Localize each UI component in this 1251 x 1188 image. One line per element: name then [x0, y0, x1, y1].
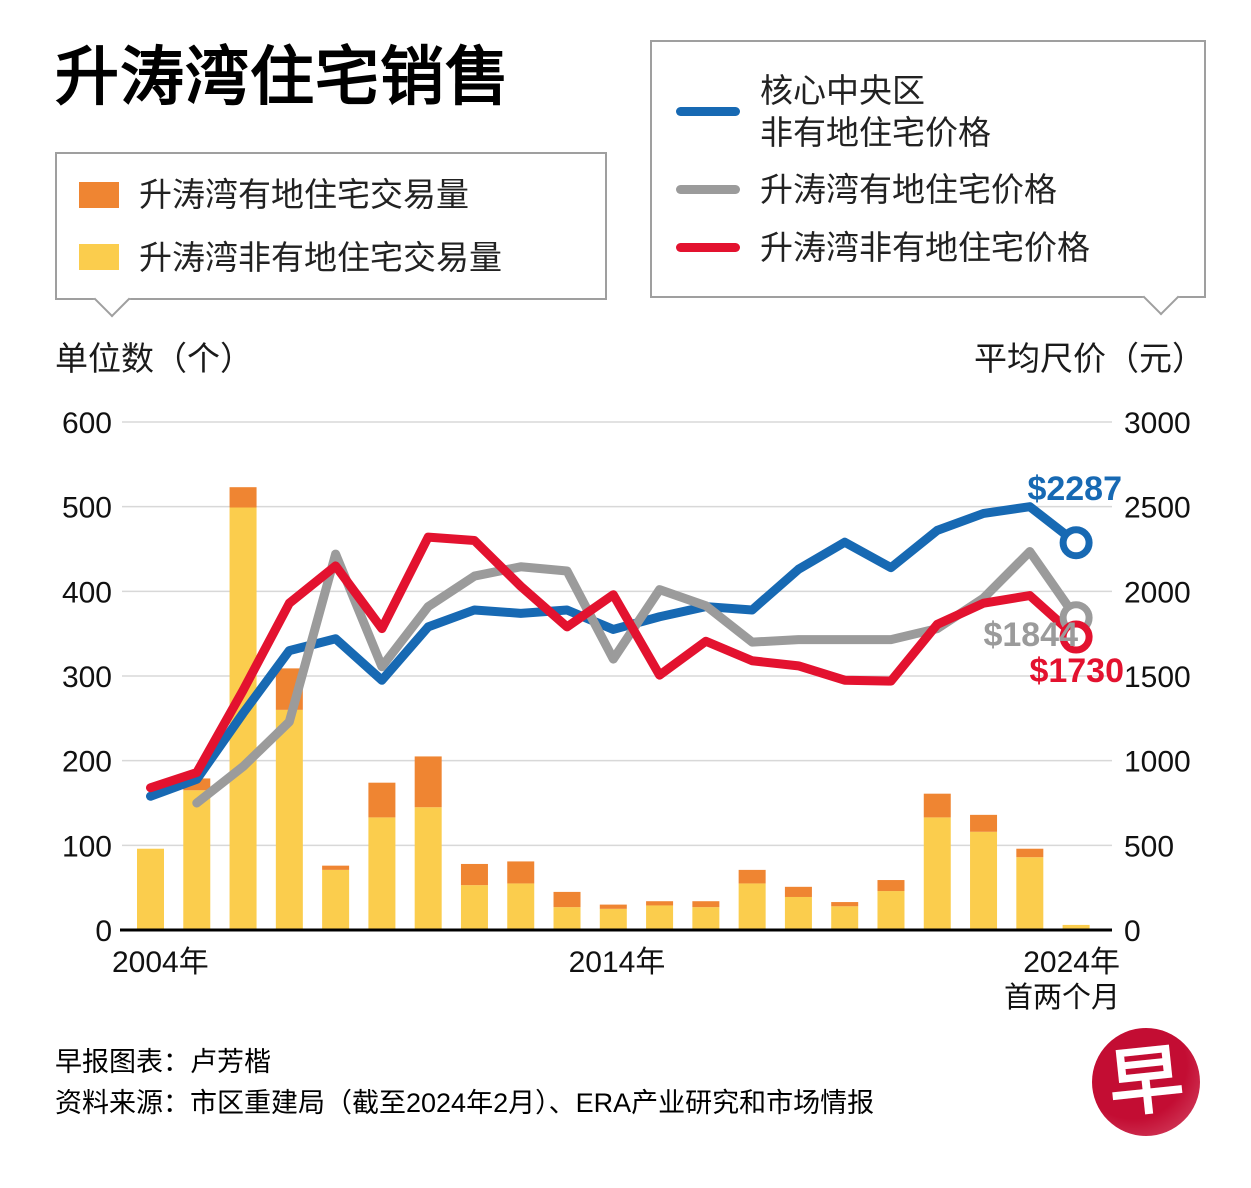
zaobao-logo: 早	[1092, 1028, 1200, 1136]
y-tick-left: 100	[62, 830, 112, 863]
x-tick-0: 2004年	[112, 946, 209, 979]
page-title: 升涛湾住宅销售	[55, 41, 510, 113]
legend-line-series: 核心中央区 非有地住宅价格 升涛湾有地住宅价格 升涛湾非有地住宅价格	[650, 40, 1206, 316]
y-tick-right: 500	[1124, 830, 1174, 863]
bar-landed-2013	[553, 891, 581, 908]
bar-landed-2006	[229, 487, 257, 508]
bar-nonlanded-2024年首两个月	[1062, 924, 1090, 930]
footer: 早报图表：卢芳楷 资料来源：市区重建局（截至2024年2月）、ERA产业研究和市…	[55, 1042, 874, 1124]
legend-item-label: 升涛湾非有地住宅价格	[760, 228, 1090, 266]
y-tick-left: 500	[62, 492, 112, 525]
y-tick-left: 0	[95, 915, 112, 948]
y-tick-left: 600	[62, 407, 112, 440]
y-tick-right: 3000	[1124, 407, 1191, 440]
bar-nonlanded-2018	[784, 896, 812, 930]
legend-bar-series: 升涛湾有地住宅交易量 升涛湾非有地住宅交易量	[55, 152, 607, 318]
bar-nonlanded-2016	[692, 907, 720, 930]
ccr-price-line-swatch	[676, 107, 740, 116]
bar-landed-2022	[970, 814, 998, 832]
y-tick-left: 200	[62, 746, 112, 779]
bar-nonlanded-2009	[368, 817, 396, 930]
y-tick-right: 2000	[1124, 576, 1191, 609]
bar-landed-2005	[183, 778, 211, 791]
left-axis-title: 单位数（个）	[55, 340, 253, 377]
bar-landed-2011	[460, 863, 488, 886]
zaobao-logo-glyph: 早	[1104, 1036, 1188, 1127]
bar-landed-2009	[368, 782, 396, 818]
y-tick-left: 400	[62, 576, 112, 609]
bar-landed-2023	[1016, 848, 1044, 858]
landed-price-line-swatch	[676, 185, 740, 195]
bar-nonlanded-2015	[646, 905, 674, 930]
price-annotation-0: $2287	[1027, 470, 1122, 508]
end-marker-nonlanded_price	[1059, 620, 1093, 654]
bar-landed-2021	[923, 793, 951, 818]
legend-item-label: 升涛湾有地住宅交易量	[139, 176, 469, 213]
bar-nonlanded-2023	[1016, 857, 1044, 930]
right-axis-title: 平均尺价（元）	[974, 340, 1205, 377]
line-nonlanded_price	[146, 532, 1081, 793]
legend-item-label: 核心中央区 非有地住宅价格	[760, 72, 991, 151]
bar-nonlanded-2007	[275, 709, 303, 930]
nonlanded-volume-swatch	[79, 244, 119, 271]
y-tick-right: 0	[1124, 915, 1141, 948]
bar-landed-2020	[877, 880, 905, 892]
bar-landed-2014	[599, 904, 627, 909]
x-tick-2: 2024年	[1023, 946, 1120, 979]
bar-nonlanded-2020	[877, 891, 905, 930]
bar-nonlanded-2005	[183, 790, 211, 930]
nonlanded-price-line-swatch	[676, 242, 740, 252]
x-tick-2-sub: 首两个月	[1004, 981, 1120, 1014]
bar-nonlanded-2012	[507, 883, 535, 930]
legend-item-landed-volume: 升涛湾有地住宅交易量	[79, 174, 583, 215]
bar-landed-2017	[738, 869, 766, 884]
bar-landed-2015	[646, 901, 674, 906]
line-landed_price	[192, 547, 1081, 808]
end-marker-ccr_nonlanded_price	[1059, 526, 1093, 560]
legend-item-nonlanded-price: 升涛湾非有地住宅价格	[676, 227, 1180, 268]
price-annotation-2: $1730	[1029, 652, 1124, 690]
y-tick-right: 1000	[1124, 746, 1191, 779]
bar-nonlanded-2008	[322, 869, 350, 930]
x-tick-1: 2014年	[569, 946, 666, 979]
landed-volume-swatch	[79, 181, 119, 208]
bar-nonlanded-2010	[414, 807, 442, 930]
bar-nonlanded-2021	[923, 817, 951, 930]
bar-landed-2008	[322, 865, 350, 870]
bar-nonlanded-2014	[599, 908, 627, 930]
y-tick-right: 1500	[1124, 661, 1191, 694]
bar-nonlanded-2011	[460, 885, 488, 930]
bar-nonlanded-2019	[831, 906, 859, 930]
bar-nonlanded-2017	[738, 883, 766, 930]
bar-landed-2019	[831, 902, 859, 907]
legend-item-landed-price: 升涛湾有地住宅价格	[676, 169, 1180, 210]
bar-landed-2012	[507, 861, 535, 884]
price-annotation-1: $1844	[983, 616, 1078, 654]
legend-item-label: 升涛湾非有地住宅交易量	[139, 238, 502, 276]
line-ccr_nonlanded_price	[146, 502, 1081, 801]
legend-item-ccr-price: 核心中央区 非有地住宅价格	[676, 70, 1180, 153]
bar-landed-2010	[414, 756, 442, 808]
data-source: 资料来源：市区重建局（截至2024年2月）、ERA产业研究和市场情报	[55, 1088, 875, 1118]
bar-nonlanded-2004	[137, 848, 164, 930]
y-tick-right: 2500	[1124, 492, 1191, 525]
y-tick-left: 300	[62, 661, 112, 694]
legend-item-label: 升涛湾有地住宅价格	[760, 171, 1057, 208]
bar-nonlanded-2013	[553, 907, 581, 930]
bar-nonlanded-2022	[970, 831, 998, 930]
bar-landed-2018	[784, 886, 812, 897]
bar-landed-2016	[692, 901, 720, 908]
chart-credit: 早报图表：卢芳楷	[55, 1047, 271, 1077]
legend-item-nonlanded-volume: 升涛湾非有地住宅交易量	[79, 237, 583, 278]
